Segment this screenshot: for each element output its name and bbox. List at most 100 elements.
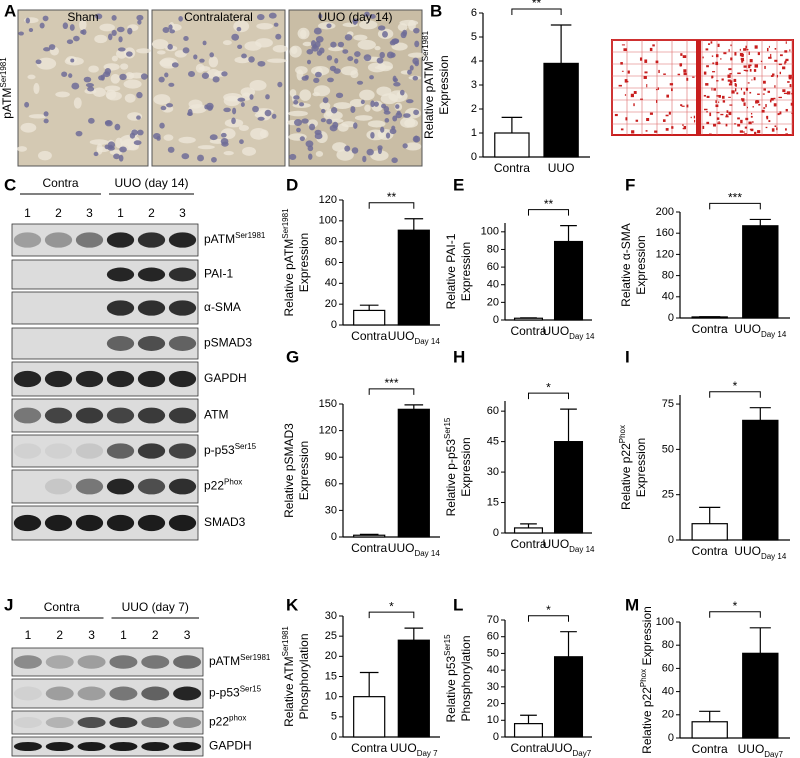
tissue-lumen — [94, 34, 108, 44]
text-part: α-SMA — [204, 300, 241, 314]
nucleus — [248, 56, 255, 63]
stain-speck — [645, 130, 648, 132]
nucleus — [362, 155, 367, 163]
nucleus — [237, 44, 243, 49]
stain-speck — [786, 91, 791, 95]
nucleus — [356, 80, 364, 85]
stain-speck — [718, 101, 720, 104]
stain-speck — [765, 126, 768, 129]
nucleus — [289, 153, 297, 161]
stain-speck — [680, 53, 683, 56]
nucleus — [386, 51, 395, 59]
blot-band — [109, 655, 138, 669]
y-tick-label: 0 — [668, 312, 674, 324]
blot-row-label: pATMSer1981 — [209, 653, 271, 669]
stain-speck — [774, 125, 777, 128]
bar — [513, 527, 544, 534]
text-part: Relative pSMAD3 — [282, 423, 296, 518]
bar — [691, 316, 728, 319]
stain-speck — [737, 72, 741, 75]
stain-speck — [715, 54, 719, 58]
nucleus — [383, 110, 391, 115]
nucleus — [326, 55, 333, 61]
blot-band — [168, 232, 197, 248]
stain-speck — [753, 69, 757, 72]
nucleus — [71, 82, 80, 90]
blot-row-label: α-SMA — [204, 300, 241, 314]
tissue-lumen — [249, 80, 267, 91]
nucleus — [249, 94, 254, 100]
blot-band — [75, 370, 104, 388]
significance: * — [546, 603, 551, 617]
blot-band — [44, 443, 73, 459]
stain-speck — [621, 44, 626, 46]
stain-speck — [741, 98, 743, 101]
tissue-lumen — [104, 85, 121, 92]
stain-speck — [665, 114, 669, 117]
nucleus — [168, 82, 175, 87]
nucleus — [125, 51, 133, 57]
nucleus — [369, 75, 374, 80]
y-axis-label: Expression — [459, 437, 473, 496]
stain-speck — [753, 77, 756, 81]
nucleus — [344, 34, 353, 41]
nucleus — [68, 73, 73, 78]
superscript: Ser1981 — [281, 626, 290, 657]
nucleus — [119, 146, 127, 153]
tissue-lumen — [156, 50, 166, 55]
nucleus — [62, 22, 69, 30]
stain-speck — [748, 64, 752, 67]
nucleus — [392, 115, 398, 122]
nucleus — [296, 127, 301, 133]
nucleus — [305, 140, 314, 148]
y-tick-label: 0 — [493, 731, 499, 743]
stain-speck — [626, 80, 629, 83]
tissue-lumen — [289, 45, 302, 58]
superscript: Ser15 — [240, 684, 262, 693]
blot-band — [13, 514, 42, 532]
nucleus — [28, 28, 34, 33]
blot-band — [137, 443, 166, 459]
stain-speck — [768, 45, 770, 48]
stain-speck — [631, 130, 635, 134]
superscript: Ser15 — [235, 442, 257, 451]
stain-speck — [791, 92, 794, 95]
nucleus — [347, 56, 354, 62]
nucleus — [314, 129, 322, 135]
blot-band — [168, 300, 197, 316]
y-axis-label: Expression — [459, 242, 473, 301]
y-axis-label: Expression — [297, 441, 311, 500]
significance: ** — [544, 197, 554, 211]
y-tick-label: 150 — [319, 398, 337, 410]
nucleus — [136, 115, 141, 120]
stain-speck — [671, 88, 673, 92]
nucleus — [329, 124, 338, 132]
blot-band — [106, 407, 135, 424]
tissue-lumen — [397, 23, 408, 32]
stain-speck — [778, 96, 782, 99]
stain-speck — [690, 116, 692, 119]
nucleus — [93, 151, 99, 157]
nucleus — [385, 132, 391, 139]
y-tick-label: 120 — [319, 425, 337, 437]
y-tick-label: 5 — [471, 31, 477, 43]
text-part: Relative pATM — [282, 239, 296, 317]
category-subscript: Day 7 — [417, 749, 438, 758]
significance-bracket — [368, 611, 415, 619]
y-tick-label: 40 — [487, 279, 499, 291]
nucleus — [313, 27, 322, 35]
x-tick-label: Contra — [351, 741, 387, 755]
category-subscript: Day 14 — [569, 332, 595, 341]
tissue-lumen — [96, 143, 103, 155]
nucleus — [98, 75, 105, 81]
lane-label: 1 — [24, 206, 31, 220]
nucleus — [241, 53, 247, 59]
blot-strip — [11, 361, 199, 397]
nucleus — [389, 128, 397, 135]
stain-speck — [734, 83, 737, 87]
blot-band — [106, 443, 135, 459]
nucleus — [140, 73, 148, 80]
stain-speck — [657, 87, 660, 90]
panel-label: L — [453, 595, 463, 614]
